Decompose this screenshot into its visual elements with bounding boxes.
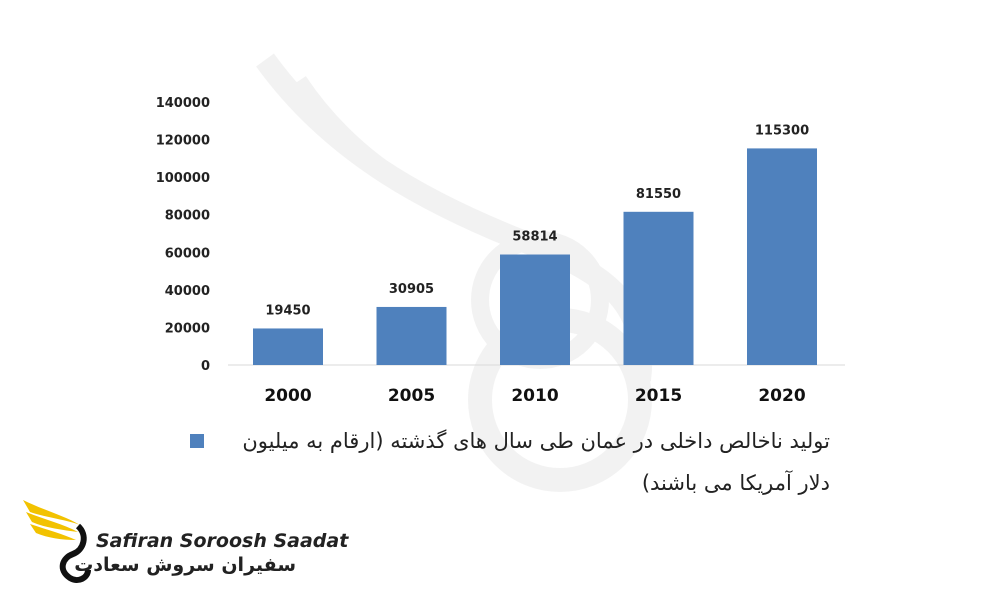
x-tick-label: 2020 [758, 386, 805, 406]
brand-name-en: Safiran Soroosh Saadat [96, 530, 349, 552]
legend: تولید ناخالص داخلی در عمان طی سال های گذ… [190, 420, 830, 504]
y-tick-label: 80000 [165, 209, 210, 224]
bar [253, 328, 323, 365]
data-label: 81550 [636, 187, 681, 202]
bar [376, 306, 447, 365]
data-labels: 19450 30905 58814 81550 115300 [265, 123, 809, 318]
y-tick-label: 20000 [165, 321, 210, 336]
bar [747, 148, 817, 365]
x-tick-label: 2005 [388, 386, 435, 406]
watermark [256, 53, 653, 492]
data-label: 19450 [265, 303, 310, 318]
x-tick-label: 2010 [511, 386, 558, 406]
brand-name-fa: سفیران سروش سعادت [74, 554, 296, 576]
x-tick-label: 2000 [264, 386, 311, 406]
y-axis: 0 20000 40000 60000 80000 100000 120000 140000 [156, 96, 210, 374]
y-tick-label: 120000 [156, 134, 210, 149]
bar [623, 211, 694, 365]
y-tick-label: 140000 [156, 96, 210, 111]
bar [500, 254, 570, 365]
data-label: 58814 [512, 230, 557, 245]
y-tick-label: 40000 [165, 284, 210, 299]
legend-label: تولید ناخالص داخلی در عمان طی سال های گذ… [242, 429, 830, 495]
x-tick-label: 2015 [635, 386, 682, 406]
y-tick-label: 60000 [165, 246, 210, 261]
data-label: 30905 [389, 282, 434, 297]
x-axis: 2000 2005 2010 2015 2020 [264, 386, 805, 406]
data-label: 115300 [755, 123, 809, 138]
logo: Safiran Soroosh Saadat سفیران سروش سعادت [18, 490, 348, 590]
bars [253, 148, 817, 365]
y-tick-label: 100000 [156, 171, 210, 186]
y-tick-label: 0 [201, 359, 210, 374]
wing-logo-icon [23, 500, 91, 583]
legend-swatch [190, 434, 204, 448]
